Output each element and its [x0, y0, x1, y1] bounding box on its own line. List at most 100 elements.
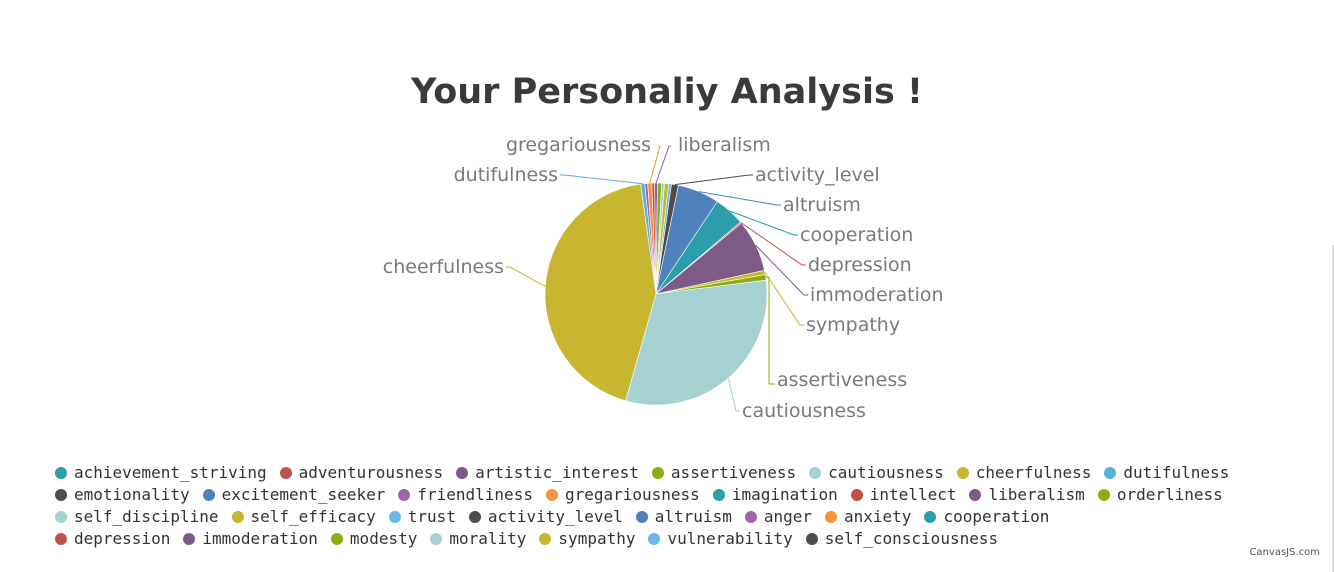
- legend-row: depression immoderation modesty morality sym…: [55, 528, 1242, 550]
- legend-marker-icon: [809, 467, 822, 479]
- legend-label: excitement_seeker: [221, 485, 386, 504]
- legend-label: self_efficacy: [250, 507, 376, 526]
- legend-marker-icon: [231, 511, 244, 523]
- legend-label: imagination: [731, 485, 838, 504]
- legend-row: achievement_striving adventurousness artis…: [55, 462, 1242, 484]
- legend-item-vulnerability[interactable]: vulnerability: [648, 528, 793, 550]
- legend-marker-icon: [1097, 489, 1110, 501]
- legend-marker-icon: [850, 489, 863, 501]
- legend-marker-icon: [55, 489, 67, 501]
- legend-marker-icon: [1104, 467, 1117, 479]
- leader-line-cautiousness: [727, 378, 740, 412]
- leader-line-assertiveness: [765, 276, 775, 385]
- slice-label-immoderation: immoderation: [810, 284, 944, 306]
- slice-label-assertiveness: assertiveness: [777, 369, 907, 391]
- legend-marker-icon: [55, 511, 67, 523]
- legend-label: gregariousness: [564, 485, 700, 504]
- leader-line-altruism: [698, 191, 781, 206]
- pie-slice-cheerfulness[interactable]: [544, 183, 657, 402]
- legend-marker-icon: [202, 489, 215, 501]
- legend-item-friendliness[interactable]: friendliness: [398, 484, 533, 506]
- legend-label: artistic_interest: [475, 463, 639, 482]
- legend-item-dutifulness[interactable]: dutifulness: [1104, 462, 1229, 484]
- legend-label: sympathy: [558, 529, 636, 548]
- legend-item-adventurousness[interactable]: adventurousness: [279, 462, 443, 484]
- legend-label: liberalism: [988, 485, 1085, 504]
- legend-item-excitement-seeker[interactable]: excitement_seeker: [202, 484, 386, 506]
- slice-label-cooperation: cooperation: [800, 224, 913, 246]
- legend-item-imagination[interactable]: imagination: [712, 484, 838, 506]
- legend-item-achievement-striving[interactable]: achievement_striving: [55, 462, 267, 484]
- legend-label: trust: [407, 507, 456, 526]
- slice-label-altruism: altruism: [783, 194, 861, 216]
- legend-item-depression[interactable]: depression: [55, 528, 170, 550]
- legend-label: morality: [449, 529, 527, 548]
- slice-label-liberalism: liberalism: [678, 134, 771, 156]
- legend-item-immoderation[interactable]: immoderation: [183, 528, 318, 550]
- slice-label-activity-level: activity_level: [755, 164, 880, 186]
- legend-item-cooperation[interactable]: cooperation: [924, 506, 1049, 528]
- legend-item-gregariousness[interactable]: gregariousness: [545, 484, 700, 506]
- legend-item-modesty[interactable]: modesty: [330, 528, 418, 550]
- legend-label: anger: [763, 507, 812, 526]
- legend-marker-icon: [805, 533, 818, 545]
- legend-marker-icon: [539, 533, 552, 545]
- legend-label: activity_level: [487, 507, 623, 526]
- legend: achievement_striving adventurousness artis…: [55, 462, 1242, 550]
- legend-item-self-consciousness[interactable]: self_consciousness: [805, 528, 999, 550]
- legend-item-assertiveness[interactable]: assertiveness: [651, 462, 797, 484]
- leader-line-immoderation: [755, 245, 808, 296]
- legend-label: vulnerability: [667, 529, 793, 548]
- legend-label: altruism: [654, 507, 732, 526]
- legend-marker-icon: [635, 511, 648, 523]
- chart-title: Your Personaliy Analysis !: [411, 72, 923, 112]
- legend-label: modesty: [349, 529, 418, 548]
- leader-line-depression: [740, 222, 806, 266]
- legend-label: achievement_striving: [74, 463, 267, 482]
- legend-item-cheerfulness[interactable]: cheerfulness: [956, 462, 1091, 484]
- legend-item-orderliness[interactable]: orderliness: [1097, 484, 1223, 506]
- legend-label: self_consciousness: [824, 529, 999, 548]
- legend-label: cooperation: [943, 507, 1050, 526]
- legend-label: dutifulness: [1123, 463, 1230, 482]
- legend-item-altruism[interactable]: altruism: [635, 506, 732, 528]
- legend-item-self-discipline[interactable]: self_discipline: [55, 506, 219, 528]
- legend-marker-icon: [388, 511, 401, 523]
- legend-item-sympathy[interactable]: sympathy: [539, 528, 635, 550]
- legend-item-cautiousness[interactable]: cautiousness: [809, 462, 944, 484]
- legend-item-trust[interactable]: trust: [388, 506, 456, 528]
- legend-label: assertiveness: [670, 463, 797, 482]
- legend-item-artistic-interest[interactable]: artistic_interest: [456, 462, 639, 484]
- legend-marker-icon: [183, 533, 196, 545]
- legend-item-morality[interactable]: morality: [430, 528, 526, 550]
- legend-label: immoderation: [202, 529, 318, 548]
- slice-label-depression: depression: [808, 254, 912, 276]
- scrollbar-edge: [1332, 245, 1334, 572]
- legend-item-intellect[interactable]: intellect: [850, 484, 956, 506]
- legend-label: emotionality: [74, 485, 190, 504]
- legend-item-self-efficacy[interactable]: self_efficacy: [231, 506, 376, 528]
- legend-marker-icon: [712, 489, 725, 501]
- legend-item-liberalism[interactable]: liberalism: [969, 484, 1085, 506]
- legend-label: cautiousness: [828, 463, 944, 482]
- legend-item-activity-level[interactable]: activity_level: [468, 506, 623, 528]
- leader-line-cheerfulness: [506, 266, 546, 287]
- credit-link[interactable]: CanvasJS.com: [1249, 547, 1320, 558]
- slice-label-cautiousness: cautiousness: [742, 400, 866, 422]
- legend-item-emotionality[interactable]: emotionality: [55, 484, 190, 506]
- legend-marker-icon: [55, 533, 67, 545]
- legend-label: self_discipline: [74, 507, 219, 526]
- pie-slice-cautiousness[interactable]: [625, 279, 768, 406]
- legend-item-anxiety[interactable]: anxiety: [825, 506, 911, 528]
- pie-chart: dutifulness gregariousness liberalism activ…: [383, 134, 944, 422]
- legend-marker-icon: [956, 467, 969, 479]
- leader-line-gregariousness: [649, 145, 661, 184]
- legend-marker-icon: [398, 489, 411, 501]
- legend-item-anger[interactable]: anger: [744, 506, 812, 528]
- legend-marker-icon: [545, 489, 558, 501]
- leader-line-activity-level: [674, 174, 753, 186]
- legend-label: orderliness: [1116, 485, 1223, 504]
- legend-row: emotionality excitement_seeker friendlines…: [55, 484, 1242, 506]
- legend-marker-icon: [924, 511, 937, 523]
- legend-marker-icon: [468, 511, 481, 523]
